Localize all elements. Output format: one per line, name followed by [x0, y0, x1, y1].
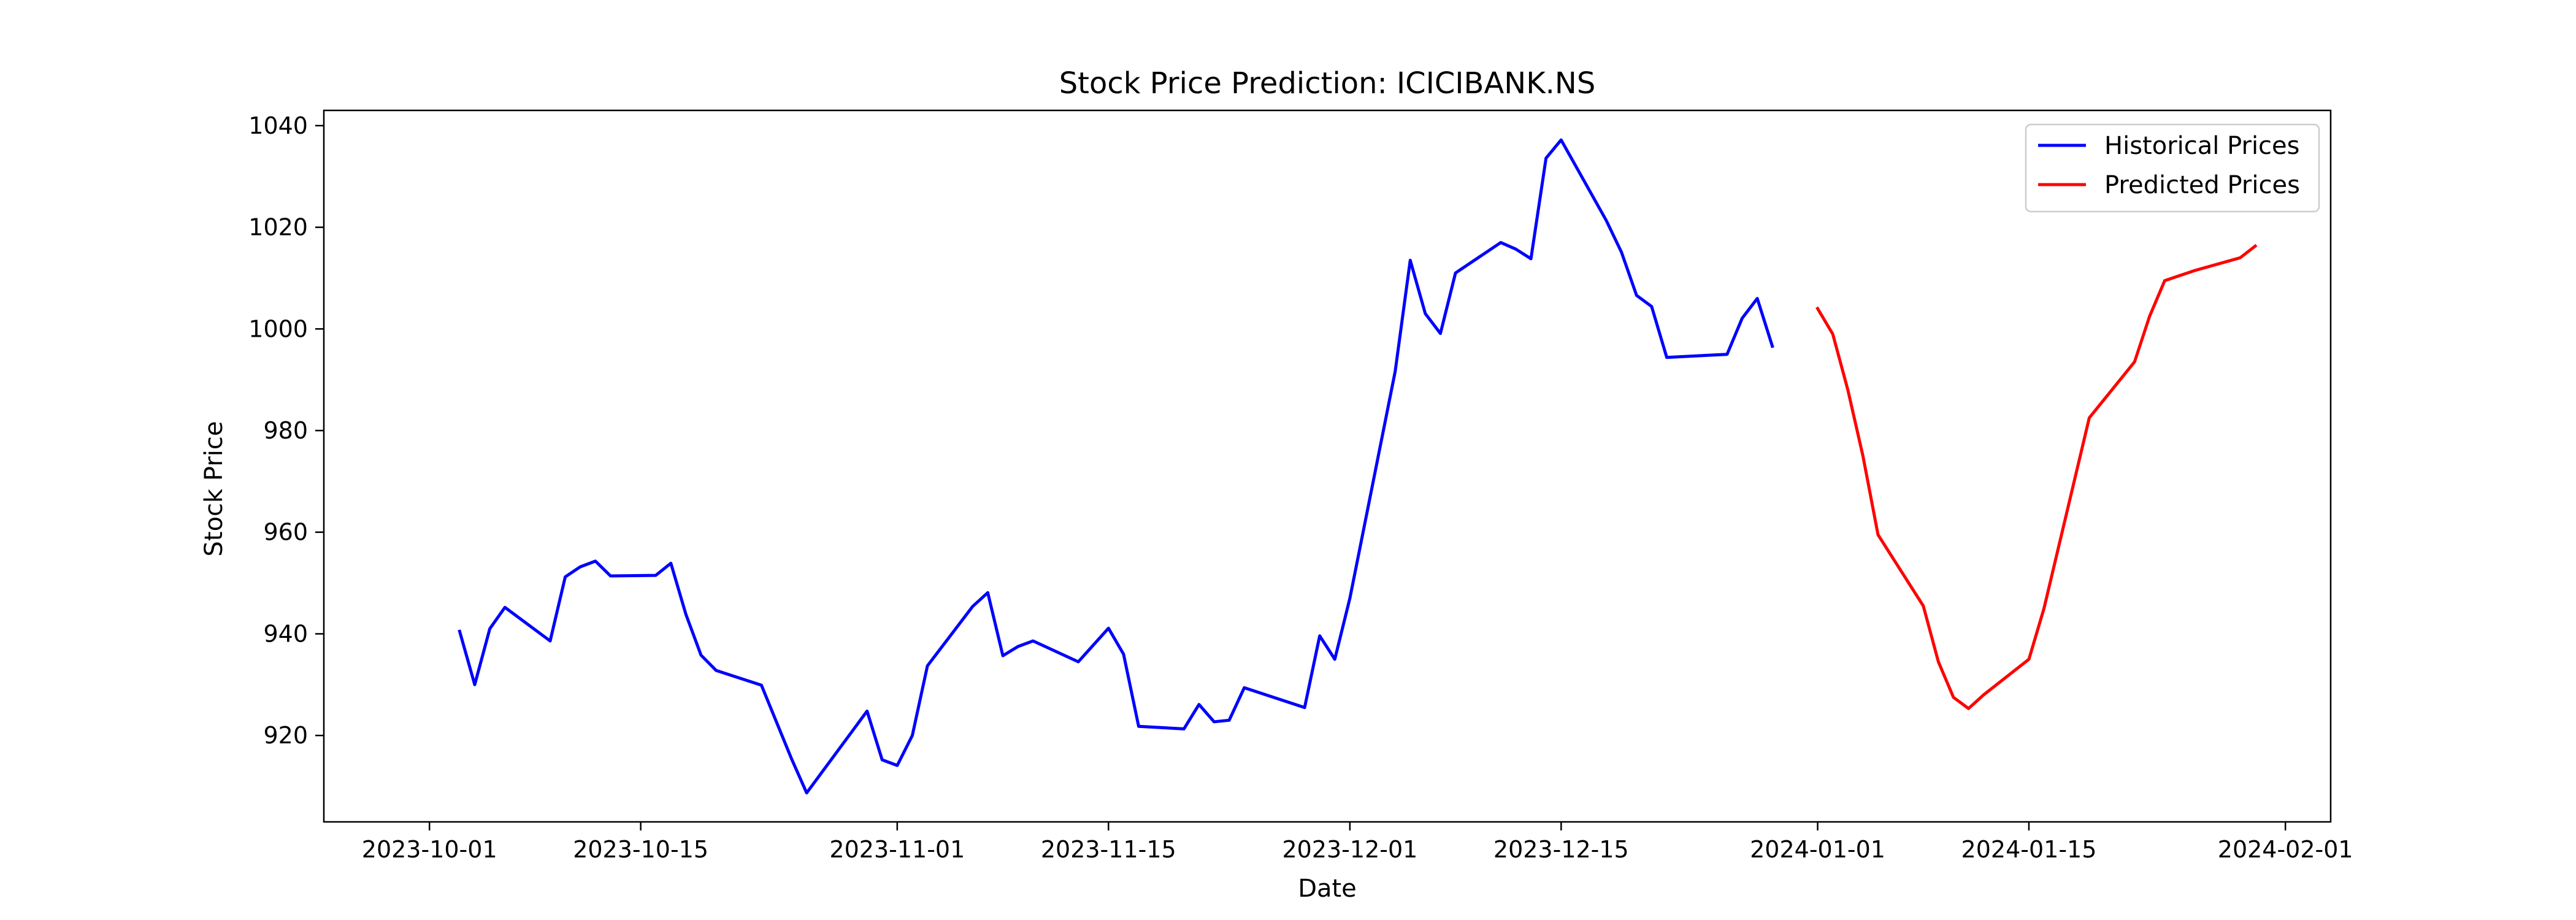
- x-tick-label: 2023-11-15: [1041, 836, 1176, 863]
- y-tick-label: 980: [263, 417, 308, 444]
- y-tick-label: 940: [263, 620, 308, 647]
- plot-area: [458, 138, 2258, 795]
- y-tick-label: 960: [263, 519, 308, 546]
- x-tick-label: 2024-01-01: [1750, 836, 1885, 863]
- x-axis: 2023-10-01 2023-10-15 2023-11-01 2023-11-15…: [362, 822, 2353, 863]
- x-axis-title: Date: [1298, 875, 1357, 903]
- y-tick-label: 1000: [248, 315, 308, 342]
- x-tick-label: 2023-11-01: [829, 836, 965, 863]
- series-line-historical: [458, 138, 1774, 795]
- plot-frame: [323, 109, 2332, 823]
- legend-box: [2025, 123, 2320, 213]
- series-line-predicted: [1815, 243, 2258, 710]
- x-tick-label: 2023-10-01: [362, 836, 497, 863]
- y-axis-title: Stock Price: [200, 421, 228, 557]
- y-tick-label: 1040: [248, 112, 308, 139]
- x-tick-label: 2024-02-01: [2218, 836, 2353, 863]
- chart-title: Stock Price Prediction: ICICIBANK.NS: [1059, 66, 1596, 101]
- legend: Historical Prices Predicted Prices: [2025, 123, 2320, 213]
- x-tick-label: 2024-01-15: [1961, 836, 2097, 863]
- y-tick-label: 920: [263, 722, 308, 749]
- x-tick-label: 2023-12-01: [1282, 836, 1417, 863]
- legend-label-historical: Historical Prices: [2104, 132, 2300, 160]
- x-tick-label: 2023-10-15: [573, 836, 708, 863]
- legend-label-predicted: Predicted Prices: [2104, 171, 2300, 199]
- y-axis: 920 940 960 980 1000 1020 1040: [248, 112, 324, 749]
- x-tick-label: 2023-12-15: [1493, 836, 1629, 863]
- y-tick-label: 1020: [248, 214, 308, 241]
